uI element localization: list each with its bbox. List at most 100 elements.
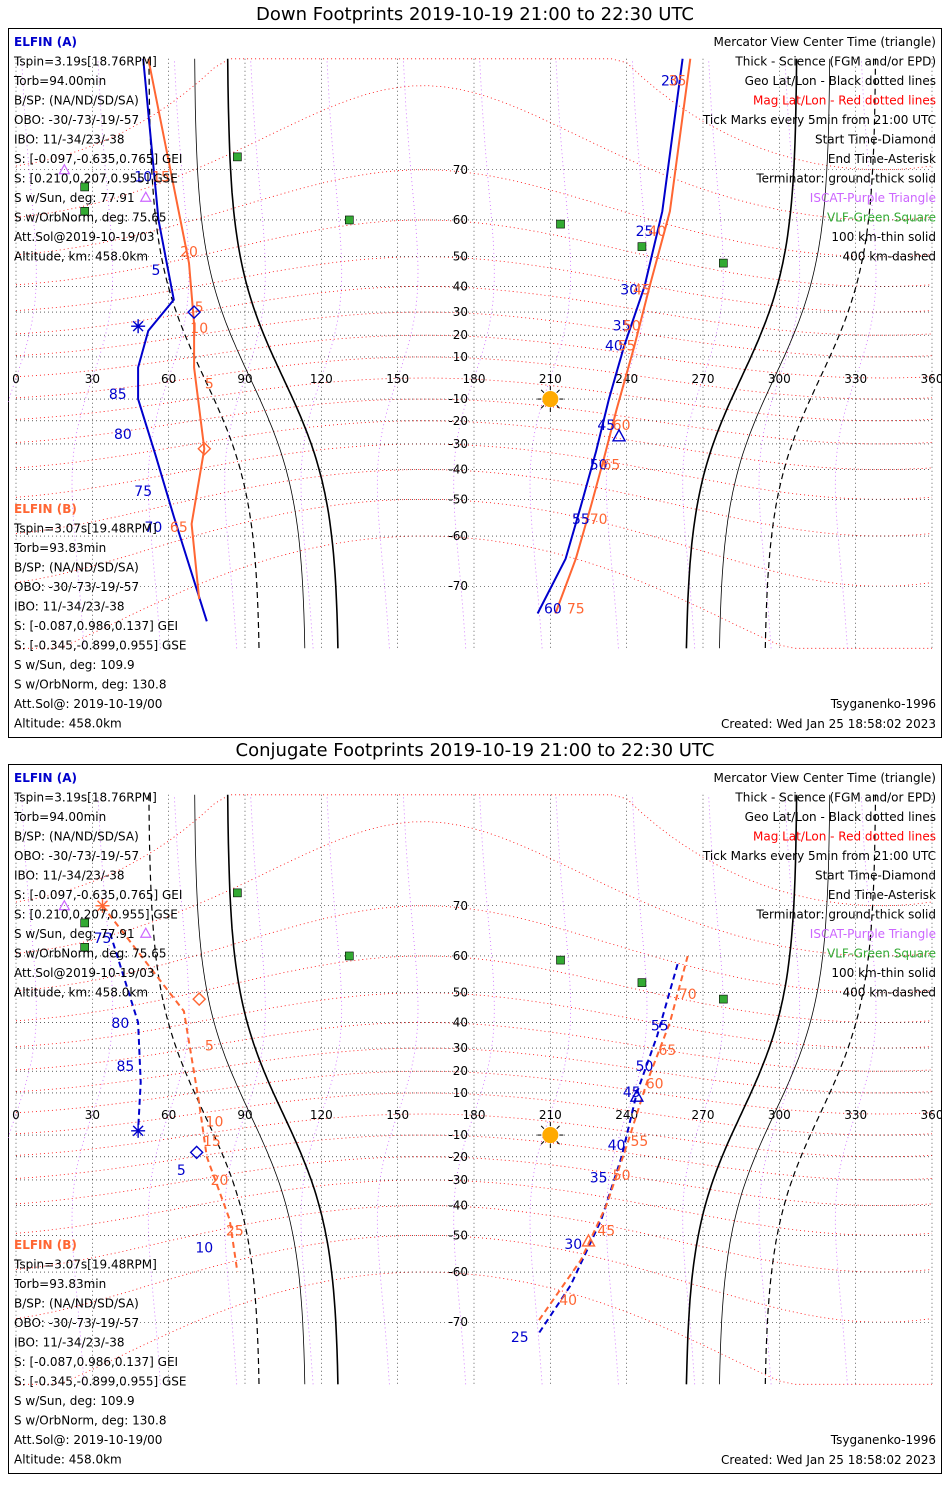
info-line: S: [-0.087,0.986,0.137] GEI (14, 619, 178, 633)
footprint-map-down: 0 30 60 90 120 150 180 210 240 270 300 330 360706050… (8, 28, 942, 738)
elfin-a-tick-label: 10 (134, 169, 152, 185)
mag-meridian (300, 794, 343, 1385)
mag-meridian (605, 58, 648, 649)
x-tick-label: 330 (844, 1108, 867, 1122)
sun-ray (556, 1125, 560, 1130)
info-line: OBO: -30/-73/-19/-57 (14, 580, 139, 594)
elfin-a-info: ELFIN (A) Tspin=3.19s[18.76RPM] Torb=94.00… (13, 35, 182, 264)
created-label: Created: Wed Jan 25 18:58:02 2023 (721, 717, 936, 731)
elfin-a-start-diamond (187, 305, 202, 320)
y-tick-label: 20 (453, 1064, 468, 1078)
info-line: IBO: 11/-34/23/-38 (14, 133, 125, 147)
info-line: S: [0.210,0.207,0.955] GSE (14, 172, 178, 186)
terminator-ground-west (226, 794, 339, 1385)
x-tick-label: 30 (85, 1108, 100, 1122)
terminator-400km-west (148, 58, 260, 649)
legend-entry: Mercator View Center Time (triangle) (714, 35, 936, 49)
mag-meridian (758, 58, 801, 649)
y-tick-label: -40 (448, 1199, 468, 1213)
mag-meridian (376, 794, 419, 1385)
mag-parallel (15, 1070, 933, 1115)
elfin-b-tick-label: 65 (170, 520, 188, 536)
footprint-map-conjugate: 0 30 60 90 120 150 180 210 240 270 300 330 360706050… (8, 764, 942, 1474)
x-tick-label: 60 (161, 372, 176, 386)
model-label: Tsyganenko-1996 (830, 1433, 936, 1447)
legend-entry: Mercator View Center Time (triangle) (714, 771, 936, 785)
sun-ray (540, 389, 545, 394)
info-line: IBO: 11/-34/23/-38 (14, 1336, 125, 1350)
y-tick-label: 70 (453, 899, 468, 913)
vlf-station (637, 978, 647, 987)
vlf-station (719, 258, 728, 268)
elfin-b-tick-label: 60 (613, 418, 631, 434)
elfin-a-tick-label: 30 (620, 282, 638, 298)
elfin-b-tick-label: 20 (211, 1173, 229, 1189)
elfin-a-end-asterisk (131, 319, 146, 334)
elfin-b-tick-label: 40 (648, 224, 666, 240)
legend-entry: ISCAT-Purple Triangle (810, 191, 936, 205)
legend-entry: 100 km-thin solid (831, 230, 936, 244)
elfin-a-tick-label: 10 (195, 1241, 213, 1257)
vlf-station (637, 242, 647, 251)
y-tick-label: 10 (453, 1086, 468, 1100)
elfin-b-tick-label: 25 (226, 1223, 244, 1239)
map-frame (8, 764, 942, 1474)
vlf-station (345, 951, 354, 961)
y-tick-label: -20 (448, 414, 468, 428)
vlf-station (556, 219, 565, 229)
info-line: Tspin=3.07s[19.48RPM] (13, 522, 157, 536)
elfin-b-tick-label: 15 (203, 1134, 221, 1150)
legend-entry: VLF-Green Square (827, 211, 936, 225)
info-line: Altitude: 458.0km (14, 717, 122, 731)
vlf-station (233, 888, 242, 898)
mag-meridian (453, 58, 495, 649)
info-line: Tspin=3.19s[18.76RPM] (13, 55, 157, 69)
iscat-station (139, 926, 152, 938)
y-tick-label: -50 (448, 1228, 468, 1242)
elfin-a-track-west (109, 932, 142, 1131)
legend-entry: Mag Lat/Lon - Red dotted lines (753, 830, 936, 844)
mag-parallel (15, 1047, 933, 1094)
y-tick-label: 60 (453, 213, 468, 227)
elfin-name: ELFIN (B) (14, 1238, 77, 1252)
legend-entry: Geo Lat/Lon - Black dotted lines (745, 810, 936, 824)
vlf-station (556, 955, 565, 965)
y-tick-label: -60 (448, 529, 468, 543)
info-line: Torb=93.83min (13, 1277, 106, 1291)
mag-parallel (15, 905, 933, 994)
info-line: OBO: -30/-73/-19/-57 (14, 113, 139, 127)
elfin-b-track-west (101, 905, 239, 1273)
elfin-b-tick-label: 45 (597, 1223, 615, 1239)
y-tick-label: 50 (453, 986, 468, 1000)
elfin-b-tick-label: 70 (679, 987, 697, 1003)
y-tick-label: 60 (453, 949, 468, 963)
elfin-name: ELFIN (A) (14, 771, 77, 785)
elfin-b-tick-label: 50 (613, 1168, 631, 1184)
info-line: S w/Sun, deg: 77.91 (14, 927, 135, 941)
mag-meridian (605, 794, 648, 1385)
info-line: Att.Sol@2019-10-19/03 (14, 966, 155, 980)
vlf-station (719, 994, 728, 1004)
panel-title-conjugate: Conjugate Footprints 2019-10-19 21:00 to… (235, 740, 715, 761)
info-line: S w/OrbNorm, deg: 75.65 (14, 947, 166, 961)
sun-marker (542, 1127, 559, 1144)
x-tick-label: 180 (463, 1108, 486, 1122)
legend-entry: Thick - Science (FGM and/or EPD) (734, 55, 936, 69)
legend-entry: End Time-Asterisk (828, 888, 936, 902)
mag-meridian (147, 58, 190, 649)
legend-entry: Terminator: ground-thick solid (755, 172, 936, 186)
iscat-station (139, 190, 152, 202)
vlf-station (80, 182, 89, 192)
legend-entry: 100 km-thin solid (831, 966, 936, 980)
mag-parallel (15, 311, 933, 358)
elfin-b-tick-label: 35 (669, 74, 687, 90)
elfin-a-center-triangle (611, 428, 627, 442)
x-tick-label: 330 (844, 372, 867, 386)
elfin-a-tick-label: 20 (661, 74, 679, 90)
elfin-a-tick-label: 80 (111, 1016, 129, 1032)
info-line: Altitude, km: 458.0km (14, 986, 148, 1000)
legend-entry: Terminator: ground-thick solid (755, 908, 936, 922)
mag-meridian (376, 58, 419, 649)
elfin-a-tick-label: 75 (94, 931, 112, 947)
elfin-b-tick-label: 70 (590, 512, 608, 528)
